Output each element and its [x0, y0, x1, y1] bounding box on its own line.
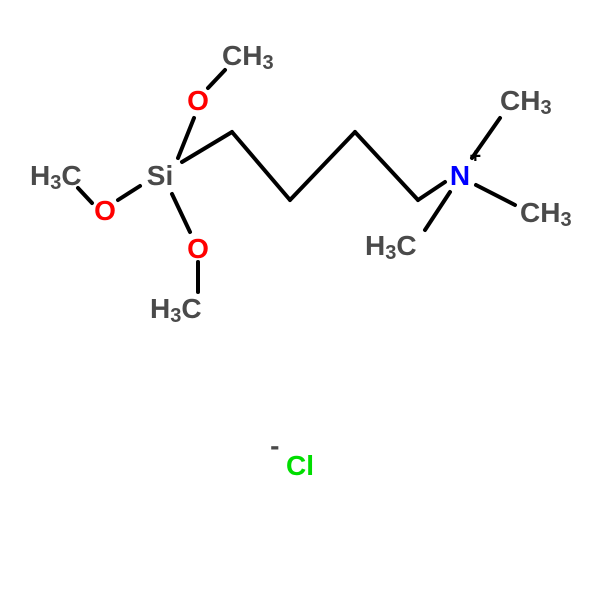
- bond: [178, 118, 194, 158]
- bond: [425, 192, 450, 230]
- atom-Cl: Cl: [286, 450, 314, 481]
- atom-O_down: O: [187, 233, 209, 264]
- bond: [355, 132, 418, 200]
- chemical-structure-diagram: Si O O O CH3 H3C H3C N+ CH3 CH3 H3C Cl-: [0, 0, 600, 600]
- bond: [476, 185, 515, 205]
- bond: [182, 132, 232, 162]
- atom-CH3_ul: CH3: [222, 40, 274, 74]
- atom-H3C_dl: H3C: [150, 293, 202, 327]
- atom-CH3_nr: CH3: [520, 197, 572, 231]
- bond: [290, 132, 355, 200]
- bond: [172, 194, 190, 232]
- bond: [418, 182, 445, 200]
- atom-N: N: [450, 160, 470, 191]
- charge-minus: -: [270, 430, 279, 461]
- atom-H3C_l: H3C: [30, 160, 82, 194]
- bond: [232, 132, 290, 200]
- atom-Si: Si: [147, 160, 173, 191]
- charge-plus: +: [470, 145, 482, 167]
- atom-O_up: O: [187, 85, 209, 116]
- bond: [118, 186, 140, 200]
- atom-O_left: O: [94, 195, 116, 226]
- bond: [208, 70, 225, 88]
- atom-H3C_nd: H3C: [365, 230, 417, 264]
- atom-CH3_nu: CH3: [500, 85, 552, 119]
